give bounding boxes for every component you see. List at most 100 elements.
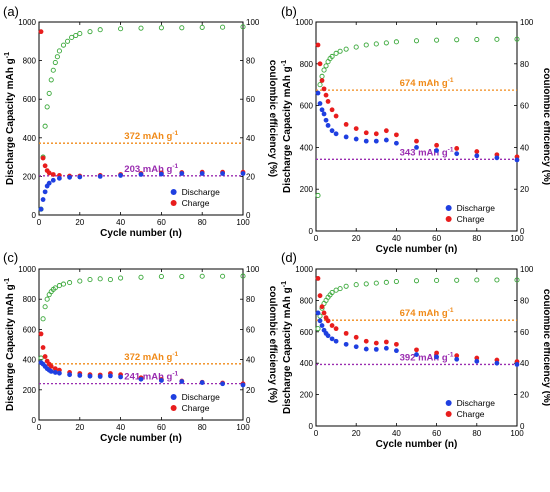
x-axis-label: Cycle number (n) xyxy=(100,433,182,444)
x-tick-label: 60 xyxy=(157,423,166,432)
charge-point xyxy=(474,149,480,154)
charge-point xyxy=(315,42,321,48)
annotation-sup: -1 xyxy=(172,163,178,170)
coulombic-efficiency-point xyxy=(42,123,48,129)
y-left-tick-label: 1000 xyxy=(18,265,36,274)
charge-point xyxy=(474,355,480,361)
discharge-point xyxy=(240,382,246,388)
coulombic-efficiency-point xyxy=(353,282,359,288)
coulombic-efficiency-point xyxy=(42,304,48,310)
y-right-tick-label: 60 xyxy=(246,325,255,334)
charge-point xyxy=(454,146,460,151)
panel-label: (c) xyxy=(3,250,18,265)
coulombic-efficiency-point xyxy=(107,277,113,283)
y-right-tick-label: 20 xyxy=(246,386,255,395)
discharge-point xyxy=(414,352,419,357)
y-right-tick-label: 80 xyxy=(246,295,255,304)
coulombic-efficiency-point xyxy=(220,24,226,30)
discharge-point xyxy=(319,107,325,113)
legend-discharge-marker xyxy=(445,205,452,211)
discharge-point xyxy=(343,134,349,140)
coulombic-efficiency-point xyxy=(220,273,226,279)
discharge-point xyxy=(325,333,331,339)
coulombic-efficiency-point xyxy=(118,275,124,281)
legend-discharge-label: Discharge xyxy=(182,187,221,197)
coulombic-efficiency-point xyxy=(317,82,323,88)
discharge-point xyxy=(474,153,480,159)
coulombic-efficiency-point xyxy=(118,26,124,32)
charge-point xyxy=(42,354,48,359)
legend-charge-marker xyxy=(170,200,177,206)
y-right-tick-label: 40 xyxy=(246,134,255,143)
plot-frame xyxy=(315,268,518,427)
coulombic-efficiency-point xyxy=(321,67,327,73)
charge-point xyxy=(40,345,46,350)
y-right-tick-label: 20 xyxy=(520,185,529,194)
y-right-tick-label: 40 xyxy=(246,356,255,365)
discharge-point xyxy=(494,155,500,161)
coulombic-efficiency-point xyxy=(138,25,144,31)
y-right-tick-label: 20 xyxy=(246,172,255,181)
y-right-tick-label: 80 xyxy=(520,296,529,305)
discharge-point xyxy=(329,336,335,342)
charge-point xyxy=(329,107,335,113)
coulombic-efficiency-point xyxy=(343,283,349,289)
coulombic-efficiency-point xyxy=(383,40,389,46)
coulombic-efficiency-point xyxy=(413,278,420,284)
x-tick-label: 80 xyxy=(472,429,481,438)
y-right-tick-label: 100 xyxy=(520,18,534,27)
y-right-tick-label: 40 xyxy=(520,359,529,368)
charge-point xyxy=(414,347,419,353)
annotation-theoretical: 674 mAh g-1 xyxy=(400,307,454,319)
coulombic-efficiency-point xyxy=(434,37,440,43)
legend-discharge-label: Discharge xyxy=(457,398,496,408)
y-left-axis-label: Discharge Capacity mAh g-1 xyxy=(281,281,293,414)
coulombic-efficiency-point xyxy=(383,279,389,285)
y-right-tick-label: 20 xyxy=(520,391,529,400)
y-right-tick-label: 0 xyxy=(246,416,251,425)
x-tick-label: 40 xyxy=(116,218,125,227)
y-left-tick-label: 200 xyxy=(300,185,314,194)
coulombic-efficiency-point xyxy=(494,36,500,42)
y-right-tick-label: 100 xyxy=(246,265,260,274)
charge-point xyxy=(325,99,331,104)
coulombic-efficiency-point xyxy=(56,283,62,289)
x-tick-label: 20 xyxy=(75,218,84,227)
y-left-tick-label: 400 xyxy=(23,134,37,143)
annotation-theoretical: 372 mAh g-1 xyxy=(124,351,178,363)
coulombic-efficiency-point xyxy=(97,276,103,282)
y-right-tick-label: 0 xyxy=(520,227,525,236)
coulombic-efficiency-point xyxy=(48,77,54,83)
charge-point xyxy=(329,323,335,328)
y-left-tick-label: 1000 xyxy=(295,18,313,27)
x-tick-label: 60 xyxy=(432,234,441,243)
discharge-point xyxy=(220,171,226,176)
discharge-point xyxy=(97,174,103,179)
coulombic-efficiency-point xyxy=(329,53,335,60)
coulombic-efficiency-point xyxy=(52,59,58,66)
x-tick-label: 0 xyxy=(37,423,42,432)
discharge-point xyxy=(414,145,419,150)
annotation-final: 392 mAh g-1 xyxy=(400,351,454,363)
charge-point xyxy=(353,334,359,340)
coulombic-efficiency-point xyxy=(179,273,185,280)
y-left-tick-label: 400 xyxy=(300,143,314,152)
x-tick-label: 40 xyxy=(392,429,401,438)
coulombic-efficiency-point xyxy=(353,44,359,50)
charge-point xyxy=(454,353,460,359)
coulombic-efficiency-point xyxy=(77,31,83,37)
legend-charge-marker xyxy=(445,411,452,417)
coulombic-efficiency-point xyxy=(65,38,71,44)
y-left-tick-label: 800 xyxy=(300,296,314,305)
y-left-tick-label: 400 xyxy=(300,359,314,368)
annotation-sup: -1 xyxy=(172,351,178,358)
charge-point xyxy=(38,331,44,337)
discharge-point xyxy=(514,157,520,163)
coulombic-efficiency-point xyxy=(514,36,520,42)
discharge-point xyxy=(394,140,399,146)
coulombic-efficiency-point xyxy=(319,73,325,79)
coulombic-efficiency-point xyxy=(240,273,246,279)
coulombic-efficiency-point xyxy=(337,286,343,292)
coulombic-efficiency-point xyxy=(333,50,339,56)
coulombic-efficiency-point xyxy=(514,277,520,283)
